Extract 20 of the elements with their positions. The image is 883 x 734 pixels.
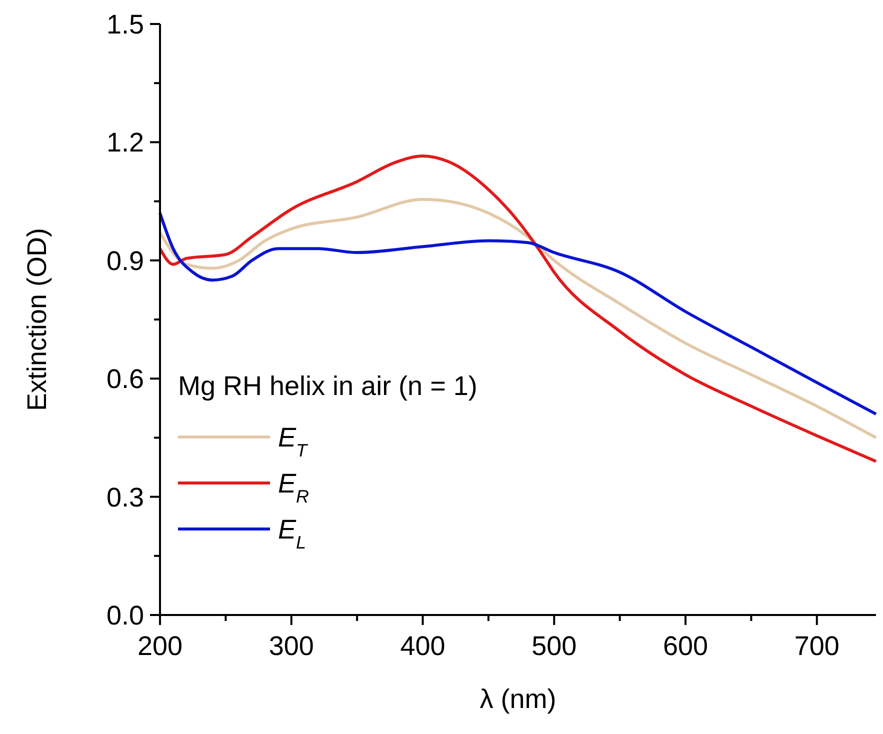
text: 0.0 [106, 600, 144, 630]
x-tick-label: 400 [400, 631, 446, 661]
y-axis-title: Extinction (OD) [22, 228, 52, 412]
y-tick-label: 1.5 [106, 9, 144, 40]
x-tick-label: 500 [532, 631, 577, 661]
legend-label: E$_{T}$ [278, 422, 310, 460]
y-tick-label: 0.6 [106, 364, 144, 394]
x-tick-label: 200 [137, 631, 183, 661]
y-tick-label: 0.9 [106, 246, 144, 276]
line-series [158, 154, 878, 463]
legend-label: E$_{L}$ [278, 514, 306, 552]
x-tick-label: 600 [662, 631, 708, 661]
x-tick-label: 300 [268, 631, 314, 661]
line-series [158, 212, 878, 416]
y-tick-label: 0.3 [106, 482, 144, 512]
legend-label: E$_{R}$ [278, 468, 310, 506]
x-axis-title: λ (nm) [480, 684, 556, 714]
x-tick-label: 700 [794, 631, 840, 661]
y-tick-label: 1.2 [106, 128, 144, 158]
legend-title: Mg RH helix in air (n = 1) [178, 371, 478, 401]
